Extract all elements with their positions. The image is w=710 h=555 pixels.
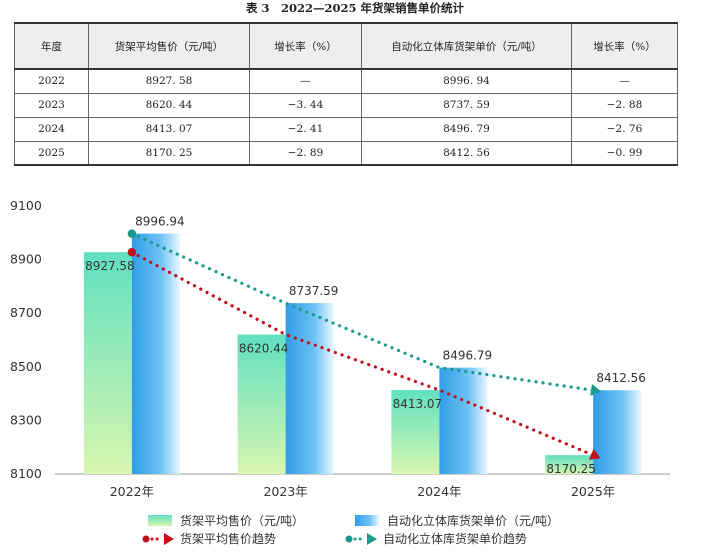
cell-growth-1: −2. 41 xyxy=(249,116,362,142)
value-label-avg-price: 8620.44 xyxy=(239,342,289,356)
header-avg-price: 货架平均售价（元/吨） xyxy=(88,22,250,70)
trend-point xyxy=(127,248,137,257)
table-row: 2025 8170. 25 −2. 89 8412. 56 −0. 99 xyxy=(14,140,678,166)
trend-arrowhead xyxy=(588,448,601,460)
trend-layer xyxy=(127,229,602,460)
header-growth-2: 增长率（%） xyxy=(571,22,678,70)
legend-label-auto-price: 自动化立体库货架单价（元/吨） xyxy=(387,513,559,528)
cell-auto-price: 8996. 94 xyxy=(361,68,572,94)
cell-auto-price: 8412. 56 xyxy=(361,140,572,166)
legend-trend-arrow xyxy=(164,533,174,545)
table-row: 2022 8927. 58—8996. 94— xyxy=(14,68,678,94)
table-body: 2022 8927. 58—8996. 94—2023 8620. 44 −3. 44… xyxy=(14,68,678,166)
bar-avg-price xyxy=(391,390,440,474)
axis-layer: 8100 8300 8500 8700 8900 9100 2022年 2023年 2024年 2… xyxy=(10,198,670,499)
value-label-auto-price: 8996.94 xyxy=(135,215,185,229)
legend-label-trend: 自动化立体库货架单价趋势 xyxy=(383,531,527,546)
value-label-auto-price: 8737.59 xyxy=(289,284,339,298)
cell-growth-2: −2. 88 xyxy=(571,92,678,118)
cell-auto-price: 8496. 79 xyxy=(361,116,572,142)
y-tick-label: 8900 xyxy=(10,252,42,267)
y-tick-label: 8100 xyxy=(10,466,42,481)
cell-avg-price: 8620. 44 xyxy=(88,92,250,118)
cell-growth-1: −2. 89 xyxy=(249,140,362,166)
table-title: 表 3 2022—2025 年货架销售单价统计 xyxy=(245,1,465,15)
x-tick-label: 2022年 xyxy=(110,484,154,499)
header-year: 年度 xyxy=(14,22,89,70)
legend-swatch-avg-price xyxy=(148,515,172,526)
value-label-auto-price: 8496.79 xyxy=(443,349,493,363)
cell-auto-price: 8737. 59 xyxy=(361,92,572,118)
y-tick-label: 9100 xyxy=(10,198,42,213)
cell-growth-2: −2. 76 xyxy=(571,116,678,142)
x-tick-label: 2023年 xyxy=(263,484,307,499)
bar-auto-price xyxy=(593,390,642,474)
value-label-avg-price: 8170.25 xyxy=(546,462,596,476)
bar-auto-price xyxy=(131,233,180,474)
value-label-auto-price: 8412.56 xyxy=(596,371,646,385)
legend-label-avg-price: 货架平均售价（元/吨） xyxy=(180,513,304,528)
bar-avg-price xyxy=(237,334,286,474)
cell-growth-1: — xyxy=(249,68,362,94)
legend-trend-dot xyxy=(345,535,353,543)
legend-trend-dot xyxy=(142,535,150,543)
y-tick-label: 8300 xyxy=(10,412,42,427)
y-tick-label: 8500 xyxy=(10,359,42,374)
legend-trend-arrow xyxy=(367,533,377,545)
value-label-avg-price: 8927.58 xyxy=(85,259,135,273)
legend-swatch-auto-price xyxy=(355,515,379,526)
cell-year: 2023 xyxy=(14,92,89,118)
cell-year: 2025 xyxy=(14,140,89,166)
cell-growth-2: −0. 99 xyxy=(571,140,678,166)
cell-avg-price: 8170. 25 xyxy=(88,140,250,166)
x-tick-label: 2025年 xyxy=(571,484,615,499)
bar-auto-price xyxy=(285,303,334,474)
table-header-row: 年度 货架平均售价（元/吨） 增长率（%） 自动化立体库货架单价（元/吨） 增长… xyxy=(14,22,678,70)
cell-year: 2024 xyxy=(14,116,89,142)
value-label-avg-price: 8413.07 xyxy=(393,397,443,411)
trend-line-avg-price xyxy=(130,250,595,457)
header-growth-1: 增长率（%） xyxy=(249,22,362,70)
x-tick-label: 2024年 xyxy=(417,484,461,499)
trend-point xyxy=(127,229,137,238)
price-table: 年度 货架平均售价（元/吨） 增长率（%） 自动化立体库货架单价（元/吨） 增长… xyxy=(14,22,678,166)
bar-avg-price xyxy=(545,455,594,474)
trend-arrowhead xyxy=(590,384,602,396)
cell-year: 2022 xyxy=(14,68,89,94)
label-layer: 8927.58 8620.44 8413.07 8170.25 8996.94 8737.… xyxy=(85,215,646,477)
bar-avg-price xyxy=(83,252,132,474)
header-auto-price: 自动化立体库货架单价（元/吨） xyxy=(361,22,572,70)
trend-line-auto-price xyxy=(130,232,595,392)
cell-growth-2: — xyxy=(571,68,678,94)
price-chart: 8100 8300 8500 8700 8900 9100 2022年 2023年 2024年 2… xyxy=(10,198,670,546)
legend-layer: 货架平均售价（元/吨） 自动化立体库货架单价（元/吨） 货架平均售价趋势 自动化立体库… xyxy=(142,513,559,546)
table-row: 2023 8620. 44 −3. 44 8737. 59 −2. 88 xyxy=(14,92,678,118)
bar-layer xyxy=(83,233,642,474)
y-tick-label: 8700 xyxy=(10,305,42,320)
table-row: 2024 8413. 07 −2. 41 8496. 79 −2. 76 xyxy=(14,116,678,142)
bar-auto-price xyxy=(439,367,488,474)
cell-growth-1: −3. 44 xyxy=(249,92,362,118)
cell-avg-price: 8413. 07 xyxy=(88,116,250,142)
legend-label-trend: 货架平均售价趋势 xyxy=(180,531,276,546)
cell-avg-price: 8927. 58 xyxy=(88,68,250,94)
